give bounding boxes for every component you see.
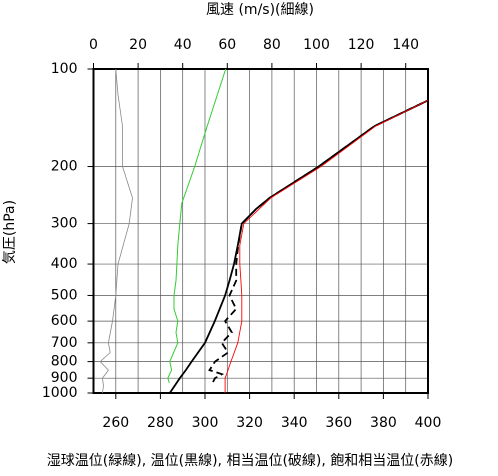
x2-tick-label: 80 [263,37,281,53]
y-tick-label: 700 [51,335,78,351]
x-tick-label: 320 [236,415,263,431]
y-tick-label: 600 [51,313,78,329]
chart-title: 風速 (m/s)(細線) [206,2,314,18]
x2-tick-label: 60 [218,37,236,53]
y-tick-label: 100 [51,61,78,77]
x-tick-label: 280 [147,415,174,431]
series-line [208,99,429,383]
caption: 湿球温位(緑線), 温位(黒線), 相当温位(破線), 飽和相当温位(赤線) [47,452,453,469]
x2-tick-label: 140 [392,37,419,53]
y-tick-label: 400 [51,256,78,272]
series-line [167,68,227,383]
x2-tick-label: 40 [174,37,192,53]
plot-frame [92,68,429,394]
x2-tick-label: 20 [129,37,147,53]
x-tick-label: 300 [192,415,219,431]
y-tick-label: 900 [51,370,78,386]
y-tick-label: 500 [51,287,78,303]
y-tick-label: 300 [51,216,78,232]
y-tick-label: 200 [51,159,78,175]
series-line [99,68,133,394]
y-axis-label: 気圧(hPa) [2,200,18,264]
y-tick-label: 1000 [42,385,78,401]
x-tick-label: 400 [415,415,442,431]
x-tick-label: 260 [102,415,129,431]
x2-tick-label: 100 [303,37,330,53]
series-line [169,99,429,394]
x-tick-label: 360 [325,415,352,431]
x2-tick-label: 120 [348,37,375,53]
x2-tick-label: 0 [89,37,98,53]
series-line [224,99,429,393]
y-tick-label: 800 [51,354,78,370]
x-tick-label: 380 [370,415,397,431]
x-tick-label: 340 [281,415,308,431]
